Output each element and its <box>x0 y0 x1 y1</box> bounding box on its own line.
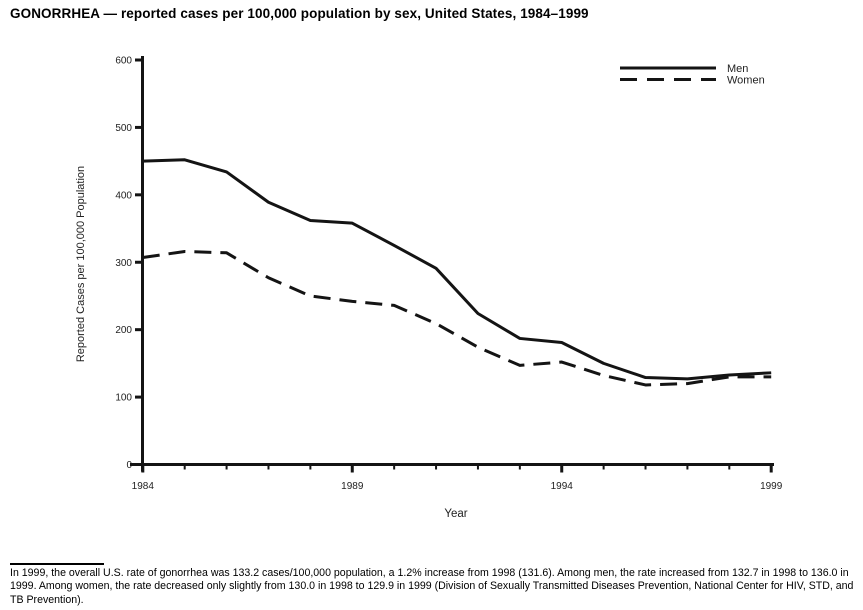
women-series-line <box>142 249 772 387</box>
y-axis-tick-label: 400 <box>115 190 132 201</box>
footnote-rule <box>10 563 104 565</box>
y-axis-title: Reported Cases per 100,000 Population <box>75 166 87 362</box>
line-chart: 0 100 200 300 400 500 600 1984 1989 1994 1999 Repo… <box>75 56 783 521</box>
legend: Men Women <box>620 63 765 87</box>
x-axis-tick-label: 1989 <box>341 481 364 492</box>
footnote-text: In 1999, the overall U.S. rate of gonorr… <box>10 567 854 606</box>
y-axis-tick-label: 200 <box>115 325 132 336</box>
legend-men-label: Men <box>727 63 748 75</box>
axis-ticks: 0 100 200 300 400 500 600 1984 1989 1994 1999 <box>115 56 782 493</box>
men-series-line <box>142 158 772 381</box>
y-axis-tick-label: 600 <box>115 56 132 67</box>
y-axis-tick-label: 100 <box>115 393 132 404</box>
y-axis-tick-label: 0 <box>126 460 132 471</box>
y-axis-tick-label: 500 <box>115 123 132 134</box>
x-axis-title: Year <box>444 508 467 520</box>
y-axis-tick-label: 300 <box>115 258 132 269</box>
x-axis-tick-label: 1999 <box>760 481 783 492</box>
chart-title: GONORRHEA — reported cases per 100,000 p… <box>10 6 589 21</box>
x-axis-tick-label: 1994 <box>551 481 574 492</box>
x-axis-tick-label: 1984 <box>132 481 155 492</box>
legend-women-label: Women <box>727 75 765 87</box>
